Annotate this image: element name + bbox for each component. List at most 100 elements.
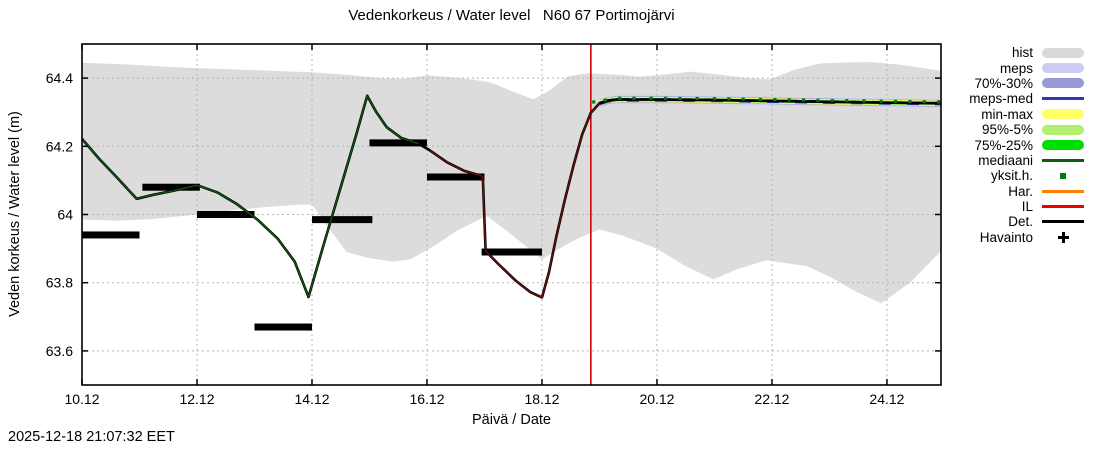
- legend-label-havainto: Havainto: [979, 229, 1033, 245]
- legend-label-det: Det.: [1008, 214, 1033, 230]
- il-line-swatch: [1042, 205, 1084, 209]
- legend-swatch-min-max: [1042, 109, 1084, 120]
- legend-item-75-25: 75%-25%: [969, 137, 1084, 153]
- mediaani-hist-line: [81, 95, 419, 298]
- y-axis-label: Veden korkeus / Water level (m): [7, 111, 23, 317]
- x-tick-label: 14.12: [294, 391, 329, 407]
- ensemble-member-marker: [893, 99, 898, 103]
- ensemble-member-marker: [741, 97, 745, 101]
- 95-5-band-swatch: [1042, 124, 1084, 135]
- y-tick-label: 63.6: [46, 343, 73, 359]
- ensemble-member-marker: [937, 100, 941, 104]
- legend-item-det: Det.: [969, 214, 1084, 229]
- 75-25-band-swatch: [1042, 140, 1084, 151]
- mediaani-line-swatch: [1042, 158, 1084, 162]
- ensemble-member-marker: [592, 100, 596, 104]
- meps-band-swatch: [1042, 63, 1084, 74]
- legend-label-har: Har.: [1008, 183, 1033, 199]
- observation-bar: [82, 231, 140, 239]
- det-line-swatch: [1042, 220, 1084, 224]
- legend-swatch-har: [1042, 189, 1084, 193]
- ensemble-member-marker: [787, 98, 791, 102]
- y-tick-label: 64.4: [46, 70, 73, 86]
- observation-bar: [196, 211, 255, 218]
- square-marker-icon: [1060, 172, 1066, 179]
- legend-swatch-75-25: [1042, 140, 1084, 151]
- legend-label-95-5: 95%-5%: [981, 122, 1033, 138]
- ensemble-member-marker: [727, 97, 731, 101]
- legend-label-meps: meps: [999, 60, 1033, 76]
- legend-label-70-30: 70%-30%: [974, 75, 1033, 91]
- ensemble-member-marker: [862, 99, 866, 103]
- legend-label-il: IL: [1021, 199, 1033, 215]
- legend-swatch-meps-med: [1042, 97, 1084, 101]
- legend-swatch-havainto: [1042, 231, 1084, 243]
- legend-swatch-mediaani: [1042, 158, 1084, 162]
- legend-item-95-5: 95%-5%: [969, 122, 1084, 137]
- x-tick-label: 20.12: [639, 391, 674, 407]
- hist-band-swatch: [1042, 47, 1084, 58]
- observation-bar: [426, 173, 485, 181]
- legend-swatch-det: [1042, 220, 1084, 224]
- legend-label-meps-med: meps-med: [969, 91, 1033, 107]
- legend: hist meps 70%-30% meps-med min-max 95%-5% 75%-…: [969, 45, 1084, 245]
- legend-label-mediaani: mediaani: [978, 152, 1033, 168]
- har-line-swatch: [1042, 189, 1084, 193]
- ensemble-member-marker: [845, 99, 849, 103]
- legend-item-70-30: 70%-30%: [969, 76, 1084, 91]
- observation-bar: [369, 139, 427, 147]
- legend-item-yksit-h: yksit.h.: [969, 168, 1084, 183]
- y-tick-label: 64.2: [46, 138, 73, 154]
- ensemble-member-marker: [712, 97, 717, 101]
- legend-item-min-max: min-max: [969, 107, 1084, 122]
- ensemble-member-marker: [801, 98, 806, 102]
- legend-swatch-yksit-h: [1042, 172, 1084, 179]
- x-tick-label: 18.12: [524, 391, 559, 407]
- min-max-band-swatch: [1042, 109, 1084, 120]
- chart-title: Vedenkorkeus / Water level N60 67 Portim…: [348, 7, 675, 24]
- ensemble-member-marker: [773, 98, 777, 102]
- legend-item-meps: meps: [969, 60, 1084, 76]
- legend-label-hist: hist: [1011, 45, 1033, 61]
- hist-band: [82, 62, 941, 304]
- x-axis-label: Päivä / Date: [472, 412, 551, 428]
- y-tick-label: 64: [57, 207, 73, 223]
- il-hist-line: [429, 102, 600, 299]
- legend-swatch-meps: [1042, 63, 1084, 74]
- legend-item-har: Har.: [969, 184, 1084, 199]
- ensemble-member-marker: [663, 96, 668, 100]
- ensemble-member-marker: [879, 99, 883, 103]
- ensemble-member-marker: [603, 98, 607, 102]
- observation-bar: [311, 216, 373, 224]
- plot-border: [81, 43, 942, 386]
- legend-label-yksit-h: yksit.h.: [990, 168, 1033, 184]
- x-tick-label: 12.12: [179, 391, 214, 407]
- legend-label-min-max: min-max: [981, 106, 1033, 122]
- plus-marker-icon: [1057, 231, 1069, 243]
- ensemble-member-marker: [922, 100, 926, 104]
- legend-item-il: IL: [969, 199, 1084, 214]
- ensemble-member-marker: [816, 98, 820, 102]
- meps-med-line-swatch: [1042, 97, 1084, 101]
- ensemble-member-marker: [649, 96, 653, 100]
- observation-bar: [142, 183, 200, 191]
- ensemble-member-marker: [617, 96, 622, 100]
- observation-bar: [254, 323, 312, 331]
- legend-swatch-il: [1042, 205, 1084, 209]
- legend-swatch-70-30: [1042, 78, 1084, 89]
- ensemble-member-marker: [758, 97, 763, 102]
- 70-30-band-swatch: [1042, 78, 1084, 89]
- ensemble-member-marker: [830, 98, 834, 103]
- legend-item-mediaani: mediaani: [969, 153, 1084, 168]
- ensemble-member-marker: [908, 99, 912, 104]
- legend-label-75-25: 75%-25%: [974, 137, 1033, 153]
- ensemble-member-marker: [678, 96, 682, 100]
- legend-swatch-95-5: [1042, 124, 1084, 135]
- x-tick-label: 22.12: [754, 391, 789, 407]
- observation-bar: [481, 248, 542, 256]
- ensemble-member-marker: [695, 96, 699, 101]
- ensemble-member-marker: [632, 96, 636, 100]
- x-tick-label: 16.12: [409, 391, 444, 407]
